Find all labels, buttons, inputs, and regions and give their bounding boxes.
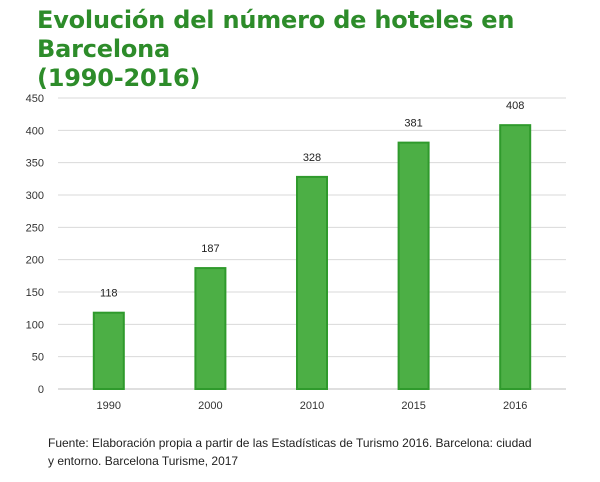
x-tick-label: 2010 (300, 400, 324, 412)
bar-2010 (296, 175, 328, 390)
chart-title: Evolución del número de hoteles en Barce… (37, 6, 592, 93)
y-tick-label: 100 (26, 319, 44, 331)
data-label: 187 (201, 243, 219, 255)
bar-2015 (397, 141, 430, 390)
chart-title-main: Evolución del número de hoteles en Barce… (37, 6, 515, 63)
x-tick-label: 2000 (198, 400, 222, 412)
bar-chart: 0 50 100 150 200 250 300 350 400 450 118 1990 187 200… (26, 93, 566, 412)
data-label: 118 (100, 288, 118, 300)
chart-subtitle: (1990-2016) (37, 64, 201, 92)
y-tick-label: 350 (26, 158, 44, 170)
source-line-1: Fuente: Elaboración propia a partir de l… (48, 436, 532, 450)
y-tick-label: 400 (26, 125, 44, 137)
y-tick-label: 0 (38, 384, 44, 396)
x-tick-label: 2016 (503, 400, 527, 412)
data-label: 408 (506, 100, 524, 112)
x-tick-label: 1990 (97, 400, 121, 412)
data-label: 381 (404, 118, 422, 130)
source-note: Fuente: Elaboración propia a partir de l… (48, 434, 578, 470)
bar-2016 (499, 124, 532, 390)
bar-2000 (194, 267, 227, 390)
data-label: 328 (303, 152, 321, 164)
y-tick-label: 200 (26, 255, 44, 267)
y-tick-label: 250 (26, 222, 44, 234)
x-tick-label: 2015 (401, 400, 425, 412)
y-tick-label: 450 (26, 93, 44, 105)
y-tick-label: 50 (32, 352, 44, 364)
source-line-2: y entorno. Barcelona Turisme, 2017 (48, 454, 239, 468)
bar-1990 (92, 311, 125, 390)
y-tick-label: 300 (26, 190, 44, 202)
y-tick-label: 150 (26, 287, 44, 299)
